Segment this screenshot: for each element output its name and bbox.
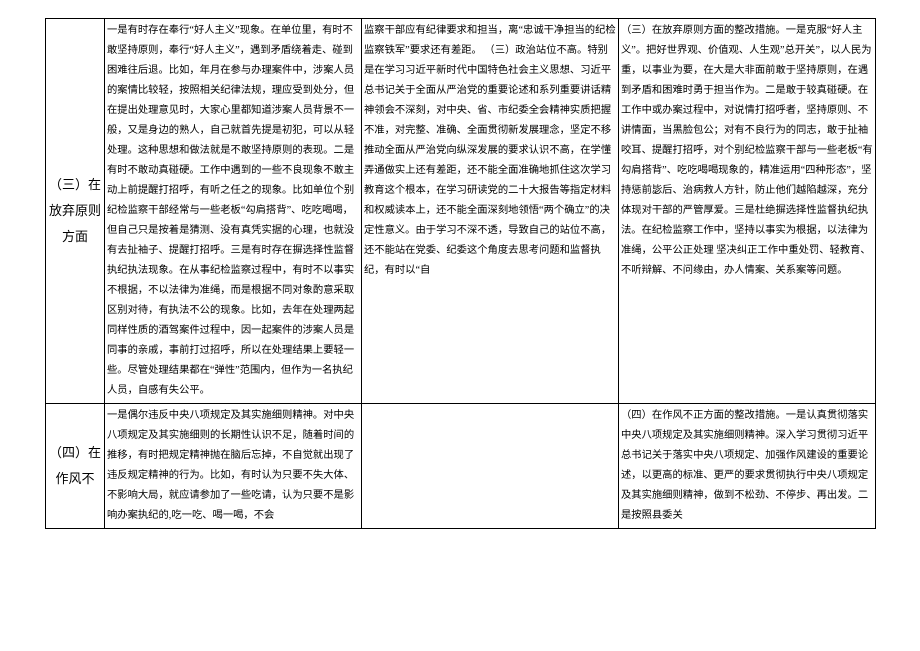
cell-r2-c3 bbox=[362, 404, 619, 529]
cell-r1-c3: 监察干部应有纪律要求和担当，离“忠诚干净担当的纪检监察铁军”要求还有差距。 （三… bbox=[362, 19, 619, 404]
row-heading-1: （三）在放弃原则方面 bbox=[46, 19, 105, 404]
cell-r2-c2: 一是偶尔违反中央八项规定及其实施细则精神。对中央八项规定及其实施细则的长期性认识… bbox=[105, 404, 362, 529]
table-row: （四）在作风不 一是偶尔违反中央八项规定及其实施细则精神。对中央八项规定及其实施… bbox=[46, 404, 876, 529]
content-table: （三）在放弃原则方面 一是有时存在奉行“好人主义”现象。在单位里，有时不敢坚持原… bbox=[45, 18, 876, 529]
cell-r1-c4: （三）在放弃原则方面的整改措施。一是克服“好人主义”。把好世界观、价值观、人生观… bbox=[619, 19, 876, 404]
row-heading-2: （四）在作风不 bbox=[46, 404, 105, 529]
cell-r2-c4: （四）在作风不正方面的整改措施。一是认真贯彻落实中央八项规定及其实施细则精神。深… bbox=[619, 404, 876, 529]
table-row: （三）在放弃原则方面 一是有时存在奉行“好人主义”现象。在单位里，有时不敢坚持原… bbox=[46, 19, 876, 404]
document-page: （三）在放弃原则方面 一是有时存在奉行“好人主义”现象。在单位里，有时不敢坚持原… bbox=[0, 0, 920, 651]
cell-r1-c2: 一是有时存在奉行“好人主义”现象。在单位里，有时不敢坚持原则，奉行“好人主义”，… bbox=[105, 19, 362, 404]
